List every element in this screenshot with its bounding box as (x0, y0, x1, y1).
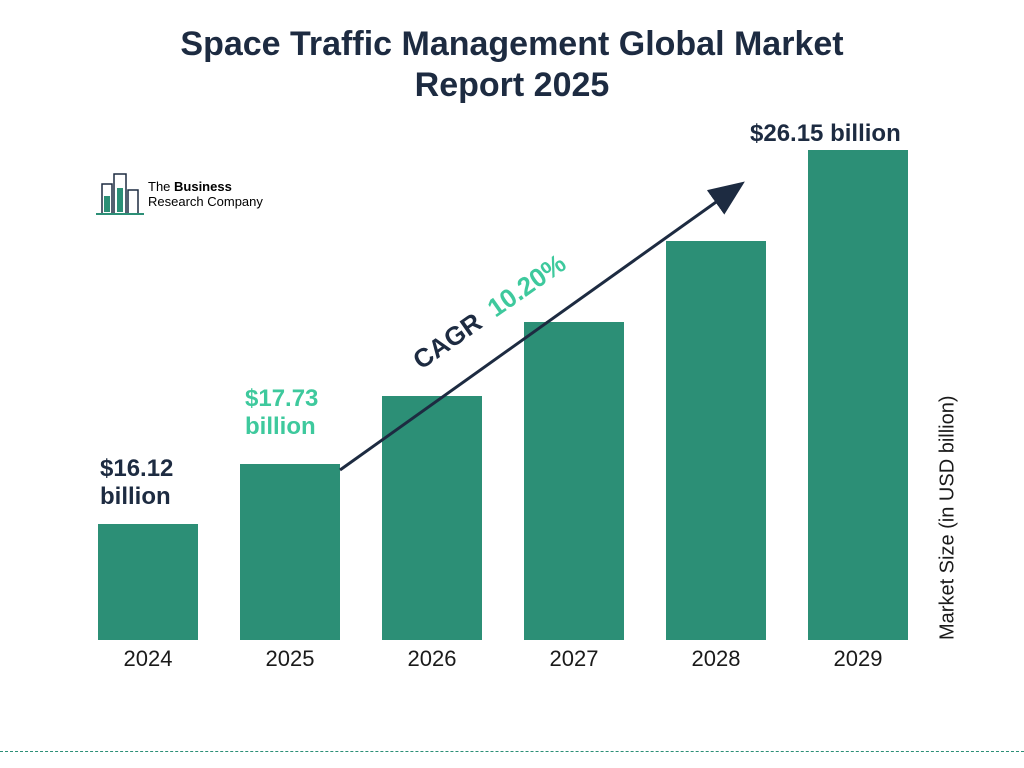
value-2029-text: $26.15 billion (750, 120, 901, 147)
value-2024-amount: $16.12 (100, 455, 173, 483)
chart-title: Space Traffic Management Global Market R… (0, 24, 1024, 106)
xlabel-2024: 2024 (98, 646, 198, 672)
bar-2026 (382, 396, 482, 640)
chart-area: 202420252026202720282029 Market Size (in… (90, 150, 920, 680)
bar-plot: 202420252026202720282029 (90, 150, 920, 640)
value-2025-unit: billion (245, 413, 318, 441)
title-line1: Space Traffic Management Global Market (0, 24, 1024, 65)
xlabel-2028: 2028 (666, 646, 766, 672)
value-label-2029: $26.15 billion (750, 120, 901, 148)
value-2024-unit: billion (100, 483, 173, 511)
bottom-border (0, 751, 1024, 752)
value-label-2025: $17.73 billion (245, 385, 318, 440)
xlabel-2026: 2026 (382, 646, 482, 672)
value-label-2024: $16.12 billion (100, 455, 173, 510)
bar-2024 (98, 524, 198, 640)
title-line2: Report 2025 (0, 65, 1024, 106)
bar-2028 (666, 241, 766, 640)
xlabel-2025: 2025 (240, 646, 340, 672)
xlabel-2029: 2029 (808, 646, 908, 672)
xlabel-2027: 2027 (524, 646, 624, 672)
bar-2025 (240, 464, 340, 640)
value-2025-amount: $17.73 (245, 385, 318, 413)
yaxis-label: Market Size (in USD billion) (937, 395, 960, 640)
bar-2029 (808, 150, 908, 640)
bar-2027 (524, 322, 624, 640)
